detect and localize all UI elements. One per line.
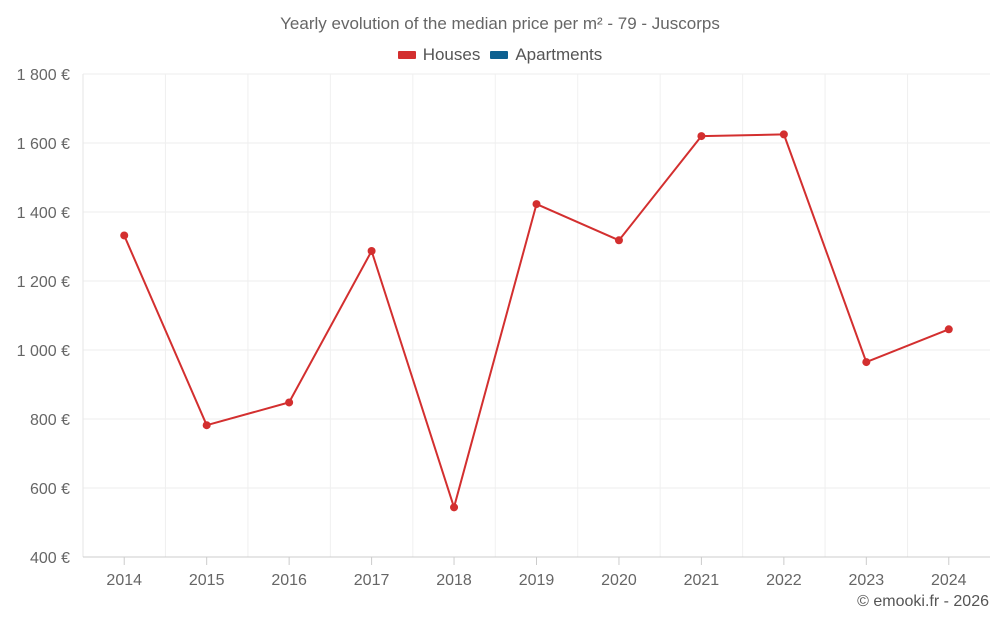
y-tick-label: 1 000 € <box>17 343 70 360</box>
data-point-houses <box>202 421 211 430</box>
x-tick-label: 2023 <box>849 572 885 589</box>
data-point-houses <box>450 503 459 512</box>
series-layer <box>120 130 953 512</box>
x-tick-label: 2024 <box>931 572 967 589</box>
legend-swatch-houses <box>397 51 416 59</box>
x-tick-label: 2022 <box>766 572 802 589</box>
x-tick-label: 2014 <box>106 572 142 589</box>
data-point-houses <box>367 246 376 255</box>
legend-label-apartments: Apartments <box>515 45 603 64</box>
legend-swatch-apartments <box>490 51 509 59</box>
chart-title: Yearly evolution of the median price per… <box>280 14 720 33</box>
x-tick-label: 2018 <box>436 572 472 589</box>
data-point-houses <box>532 200 541 209</box>
data-point-houses <box>779 130 788 139</box>
x-tick-label: 2019 <box>519 572 555 589</box>
y-tick-label: 400 € <box>30 550 70 567</box>
x-axis: 2014 2015 2016 2017 2018 2019 2020 2021 2022 2023… <box>83 556 990 589</box>
credit-text: © emooki.fr - 2026 <box>857 593 989 610</box>
x-tick-label: 2021 <box>684 572 720 589</box>
data-point-houses <box>614 236 623 245</box>
y-tick-label: 600 € <box>30 481 70 498</box>
data-point-houses <box>697 132 706 141</box>
y-tick-label: 1 600 € <box>17 136 70 153</box>
grid <box>83 73 990 557</box>
y-tick-label: 1 800 € <box>17 67 70 84</box>
x-tick-label: 2017 <box>354 572 390 589</box>
y-tick-label: 1 400 € <box>17 205 70 222</box>
x-tick-label: 2015 <box>189 572 225 589</box>
legend-item-houses[interactable]: Houses <box>397 45 481 65</box>
legend-item-apartments[interactable]: Apartments <box>490 45 602 65</box>
data-point-houses <box>120 231 129 240</box>
y-tick-label: 1 200 € <box>17 274 70 291</box>
y-tick-label: 800 € <box>30 412 70 429</box>
x-tick-label: 2020 <box>601 572 637 589</box>
x-tick-label: 2016 <box>271 572 307 589</box>
legend: Houses Apartments <box>0 45 1000 65</box>
data-point-houses <box>944 325 953 334</box>
data-point-houses <box>862 358 871 367</box>
y-axis: 400 € 600 € 800 € 1 000 € 1 200 € 1 400 € 1 60… <box>17 67 84 567</box>
data-point-houses <box>285 398 294 407</box>
legend-label-houses: Houses <box>422 45 481 64</box>
